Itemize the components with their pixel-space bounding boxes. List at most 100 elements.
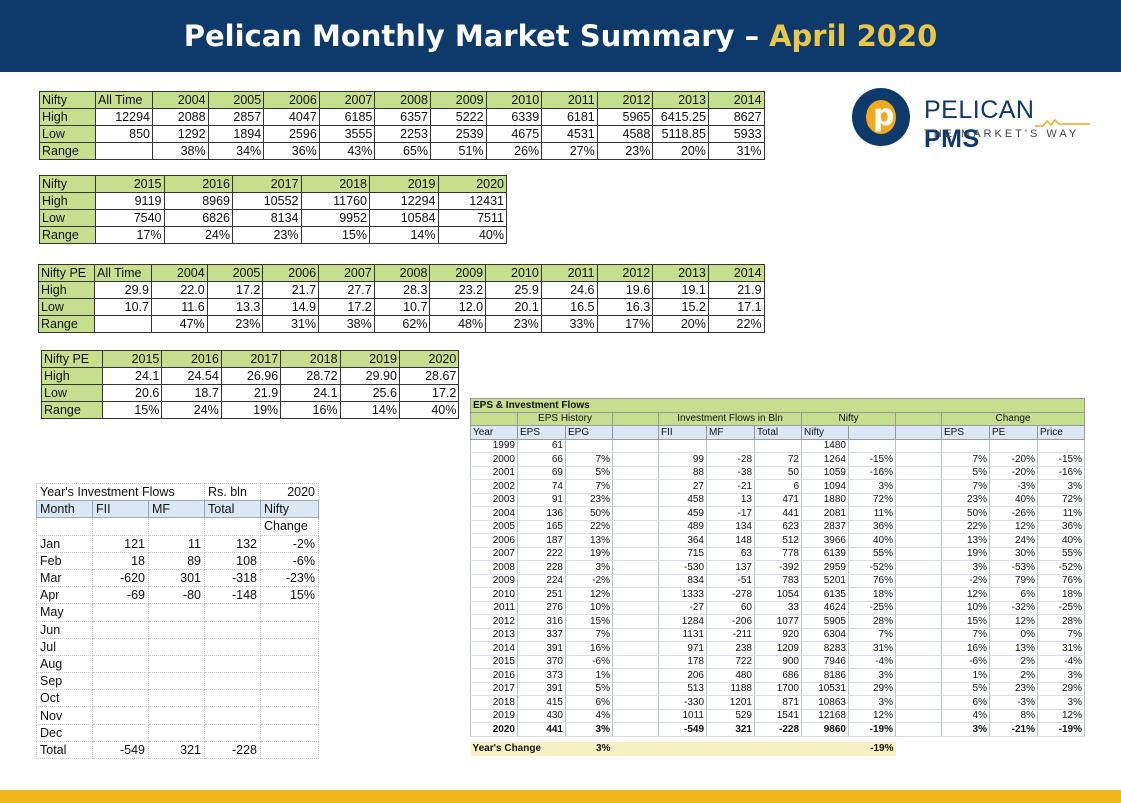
report-month: April 2020 (769, 19, 938, 53)
row-label: Low (38, 298, 95, 316)
column-header (848, 425, 896, 440)
nifty-range-table-2004-2014: Nifty All Time 2004 2005 2006 2007 2008 2009 201… (39, 91, 765, 160)
table-cell: 23% (206, 315, 264, 333)
table-cell: Dec (36, 723, 93, 742)
table-cell: 27 (658, 479, 707, 494)
table-cell: 276 (517, 601, 566, 615)
table-cell: 2013 (470, 628, 518, 642)
column-header: Nifty (39, 91, 96, 109)
table-cell (754, 439, 802, 453)
table-cell: 778 (754, 547, 802, 561)
table-cell (895, 479, 942, 494)
table-cell: 12% (848, 709, 896, 723)
table-cell: Total (36, 740, 93, 760)
table-cell: 4531 (541, 125, 598, 143)
column-header: 2004 (152, 91, 209, 109)
table-cell: 6% (565, 695, 613, 710)
table-cell: 7% (1037, 628, 1085, 642)
table-cell: 4% (941, 709, 990, 723)
table-cell: 4624 (801, 601, 849, 615)
column-header: 2013 (652, 91, 709, 109)
table-row: High 24.1 24.54 26.96 28.72 29.90 28.67 (41, 367, 460, 385)
table-cell: 19% (220, 401, 282, 419)
table-cell (92, 620, 149, 639)
table-cell: -530 (658, 560, 707, 575)
table-row: 2009 224 -2% 834 -51 783 5201 76% -2% 79% 76% (470, 574, 1085, 588)
table-cell: -228 (204, 740, 261, 760)
table-cell: 50 (754, 466, 802, 480)
table-cell: 74 (517, 479, 566, 494)
row-label: High (41, 367, 103, 385)
table-cell (92, 706, 149, 725)
table-cell: Apr (36, 586, 93, 605)
table-cell: 364 (658, 533, 707, 548)
table-cell: -228 (754, 722, 802, 737)
table-cell: 2010 (470, 587, 518, 602)
table-cell (260, 637, 319, 656)
table-cell (895, 533, 942, 548)
table-cell: 76% (1037, 574, 1085, 588)
table-cell: 7% (941, 479, 990, 494)
years-change-nifty: -19% (848, 742, 896, 756)
table-cell: 441 (754, 506, 802, 521)
table-cell: 301 (148, 568, 205, 588)
table-row: 2006 187 13% 364 148 512 3966 40% 13% 24% 40% (470, 533, 1085, 548)
table-cell: 91 (517, 493, 566, 507)
table-cell: 12% (1037, 709, 1085, 723)
table-row: Range 17% 24% 23% 15% 14% 40% (39, 226, 507, 244)
blank-cell (895, 411, 942, 426)
table-cell: 834 (658, 574, 707, 588)
column-header: 2018 (300, 175, 370, 193)
logo-tagline: THE MARKET'S WAY (924, 128, 1080, 140)
table-cell: 3% (848, 695, 896, 710)
column-header: 2008 (373, 264, 431, 282)
table-cell: 13.3 (206, 298, 264, 316)
table-cell: 1094 (801, 479, 849, 494)
table-cell: 222 (517, 547, 566, 561)
table-cell: 55% (1037, 547, 1085, 561)
table-cell: 2006 (470, 533, 518, 548)
table-row: Jul (36, 637, 319, 656)
table-cell: 63 (706, 547, 755, 561)
table-cell: 13% (941, 533, 990, 548)
table-cell: 62% (373, 315, 431, 333)
eps-investment-flows-table: EPS & Investment Flows EPS History Investm… (470, 398, 1085, 756)
table-cell: 6 (754, 479, 802, 494)
table-cell (204, 603, 261, 622)
table-cell: 14% (369, 226, 439, 244)
table-cell: 2001 (470, 466, 518, 480)
table-cell: -3% (989, 695, 1038, 710)
table-cell: 5201 (801, 574, 849, 588)
table-cell: 12% (989, 614, 1038, 629)
table-cell: 187 (517, 533, 566, 548)
table-cell: 5% (565, 682, 613, 696)
table-cell: -21 (706, 479, 755, 494)
table-cell: 7540 (95, 209, 165, 227)
table-cell: 7% (941, 452, 990, 467)
table-cell: 16% (565, 641, 613, 656)
flows-units: Rs. bln (204, 482, 261, 502)
column-header: 2016 (161, 350, 222, 368)
table-cell (895, 668, 942, 683)
row-label: High (38, 281, 95, 299)
pelican-pms-logo: p PELICAN PMS THE MARKET'S WAY (852, 88, 1092, 153)
table-cell: 686 (754, 668, 802, 683)
table-cell: -148 (204, 586, 261, 605)
table-cell: 715 (658, 547, 707, 561)
table-cell: 3966 (801, 533, 849, 548)
table-row: Dec (36, 723, 319, 742)
table-cell: 43% (318, 142, 376, 160)
table-cell: 20.1 (485, 298, 542, 316)
row-label: Range (41, 401, 103, 419)
table-cell: -2% (565, 574, 613, 588)
table-cell (612, 614, 659, 629)
table-cell: -549 (658, 722, 707, 737)
years-investment-flows-table: Year's Investment Flows Rs. bln 2020 Month F… (36, 482, 319, 760)
table-cell: 10531 (801, 682, 849, 696)
table-cell: 72% (1037, 493, 1085, 507)
table-cell: 458 (658, 493, 707, 507)
nifty-header: Nifty (801, 411, 896, 426)
table-cell: 5% (565, 466, 613, 480)
table-cell: 2007 (470, 547, 518, 561)
eps-table-title: EPS & Investment Flows (470, 398, 1085, 413)
